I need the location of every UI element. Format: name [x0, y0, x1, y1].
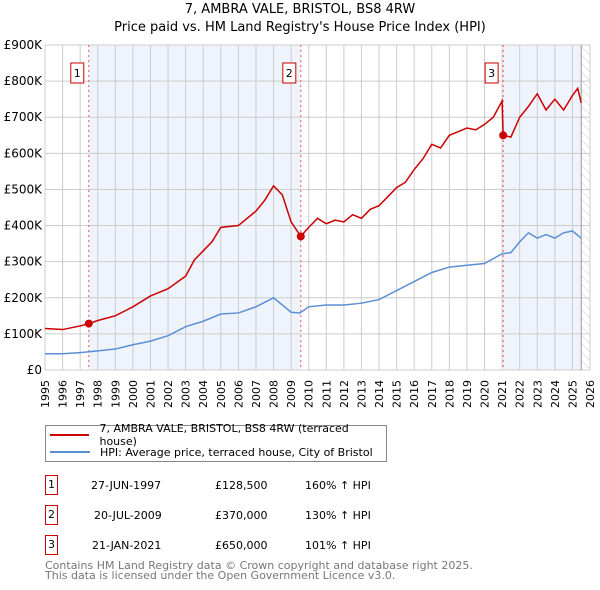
y-tick-label: £700K [4, 110, 44, 124]
sale-hpi: 160% ↑ HPI [305, 479, 371, 492]
y-tick-label: £500K [4, 182, 44, 196]
x-tick-label: 2011 [320, 380, 333, 408]
x-tick-label: 2003 [180, 380, 193, 408]
x-tick-label: 2007 [250, 380, 263, 408]
x-tick-label: 1995 [39, 380, 52, 408]
x-tick-label: 2019 [461, 380, 474, 408]
sale-hpi: 130% ↑ HPI [305, 509, 371, 522]
sale-badge: 3 [45, 535, 58, 555]
y-tick-label: £0 [27, 363, 42, 377]
footer-licence: This data is licensed under the Open Gov… [45, 569, 396, 582]
sale-badge: 1 [45, 475, 58, 495]
y-tick-label: £200K [4, 291, 44, 305]
x-tick-label: 2020 [479, 380, 492, 408]
series-line-property [44, 86, 582, 331]
sale-price: £650,000 [215, 539, 268, 552]
sale-point [499, 131, 508, 140]
sale-label-box [282, 62, 297, 84]
sale-price: £370,000 [215, 509, 268, 522]
x-tick-label: 2026 [584, 380, 597, 408]
legend-swatch-red [50, 434, 90, 436]
x-tick-label: 2023 [531, 380, 544, 408]
forecast-hatch [581, 45, 590, 370]
sale-point [296, 232, 305, 241]
y-tick-label: £100K [4, 327, 44, 341]
legend-label: 7, AMBRA VALE, BRISTOL, BS8 4RW (terrace… [99, 422, 349, 448]
x-tick-label: 2013 [355, 380, 368, 408]
x-tick-label: 1998 [92, 380, 105, 408]
x-tick-label: 1999 [109, 380, 122, 408]
sale-price: £128,500 [215, 479, 268, 492]
sale-label: 3 [488, 67, 495, 80]
y-tick-label: £800K [4, 74, 44, 88]
sale-point [84, 319, 93, 328]
x-tick-label: 2002 [162, 380, 175, 408]
chart-title: 7, AMBRA VALE, BRISTOL, BS8 4RW [184, 2, 416, 17]
x-tick-label: 2025 [566, 380, 579, 408]
series-line-hpi [45, 230, 582, 355]
chart-subtitle: Price paid vs. HM Land Registry's House … [114, 20, 486, 35]
sale-date: 21-JAN-2021 [92, 539, 162, 552]
x-tick-label: 2008 [268, 380, 281, 408]
legend-item-hpi: HPI: Average price, terraced house, City… [50, 444, 373, 460]
x-tick-label: 2018 [443, 380, 456, 408]
x-tick-label: 1997 [74, 380, 87, 408]
sale-date: 27-JUN-1997 [91, 479, 162, 492]
y-tick-label: £900K [4, 38, 44, 52]
y-tick-label: £300K [4, 255, 44, 269]
sale-hpi: 101% ↑ HPI [305, 539, 371, 552]
sale-row: 3 21-JAN-2021 £650,000 101% ↑ HPI [45, 535, 465, 555]
x-tick-label: 2024 [549, 380, 562, 408]
sale-badge: 2 [45, 505, 58, 525]
x-tick-label: 1996 [57, 380, 70, 408]
x-tick-label: 2010 [303, 380, 316, 408]
sale-row: 2 20-JUL-2009 £370,000 130% ↑ HPI [45, 505, 465, 525]
footer-copyright: Contains HM Land Registry data © Crown c… [45, 559, 473, 572]
sale-label: 1 [74, 67, 81, 80]
y-tick-label: £400K [4, 219, 44, 233]
sale-date: 20-JUL-2009 [94, 509, 162, 522]
x-tick-label: 2004 [197, 380, 210, 408]
x-tick-label: 2001 [144, 380, 157, 408]
x-tick-label: 2017 [426, 380, 439, 408]
legend: 7, AMBRA VALE, BRISTOL, BS8 4RW (terrace… [45, 422, 387, 462]
plot-area: 1995 1996 1997 1998 1999 2000 2001 2002 2003 2004… [4, 38, 597, 408]
x-tick-label: 2016 [408, 380, 421, 408]
legend-label: HPI: Average price, terraced house, City… [100, 445, 373, 459]
x-tick-label: 2015 [391, 380, 404, 408]
sale-label: 2 [286, 67, 293, 80]
shaded-range [88, 45, 301, 370]
x-tick-label: 2006 [232, 380, 245, 408]
x-tick-label: 2022 [514, 380, 527, 408]
sale-label-box [484, 62, 499, 84]
x-tick-label: 2021 [496, 380, 509, 408]
sale-row: 1 27-JUN-1997 £128,500 160% ↑ HPI [45, 475, 465, 495]
x-tick-label: 2000 [127, 380, 140, 408]
x-tick-label: 2014 [373, 380, 386, 408]
legend-swatch-blue [50, 451, 90, 453]
x-tick-label: 2012 [338, 380, 351, 408]
sale-label-box [70, 62, 85, 84]
legend-item-property: 7, AMBRA VALE, BRISTOL, BS8 4RW (terrace… [50, 422, 386, 448]
x-tick-label: 2005 [215, 380, 228, 408]
x-tick-label: 2009 [285, 380, 298, 408]
shaded-range [503, 45, 582, 370]
y-tick-label: £600K [4, 146, 44, 160]
